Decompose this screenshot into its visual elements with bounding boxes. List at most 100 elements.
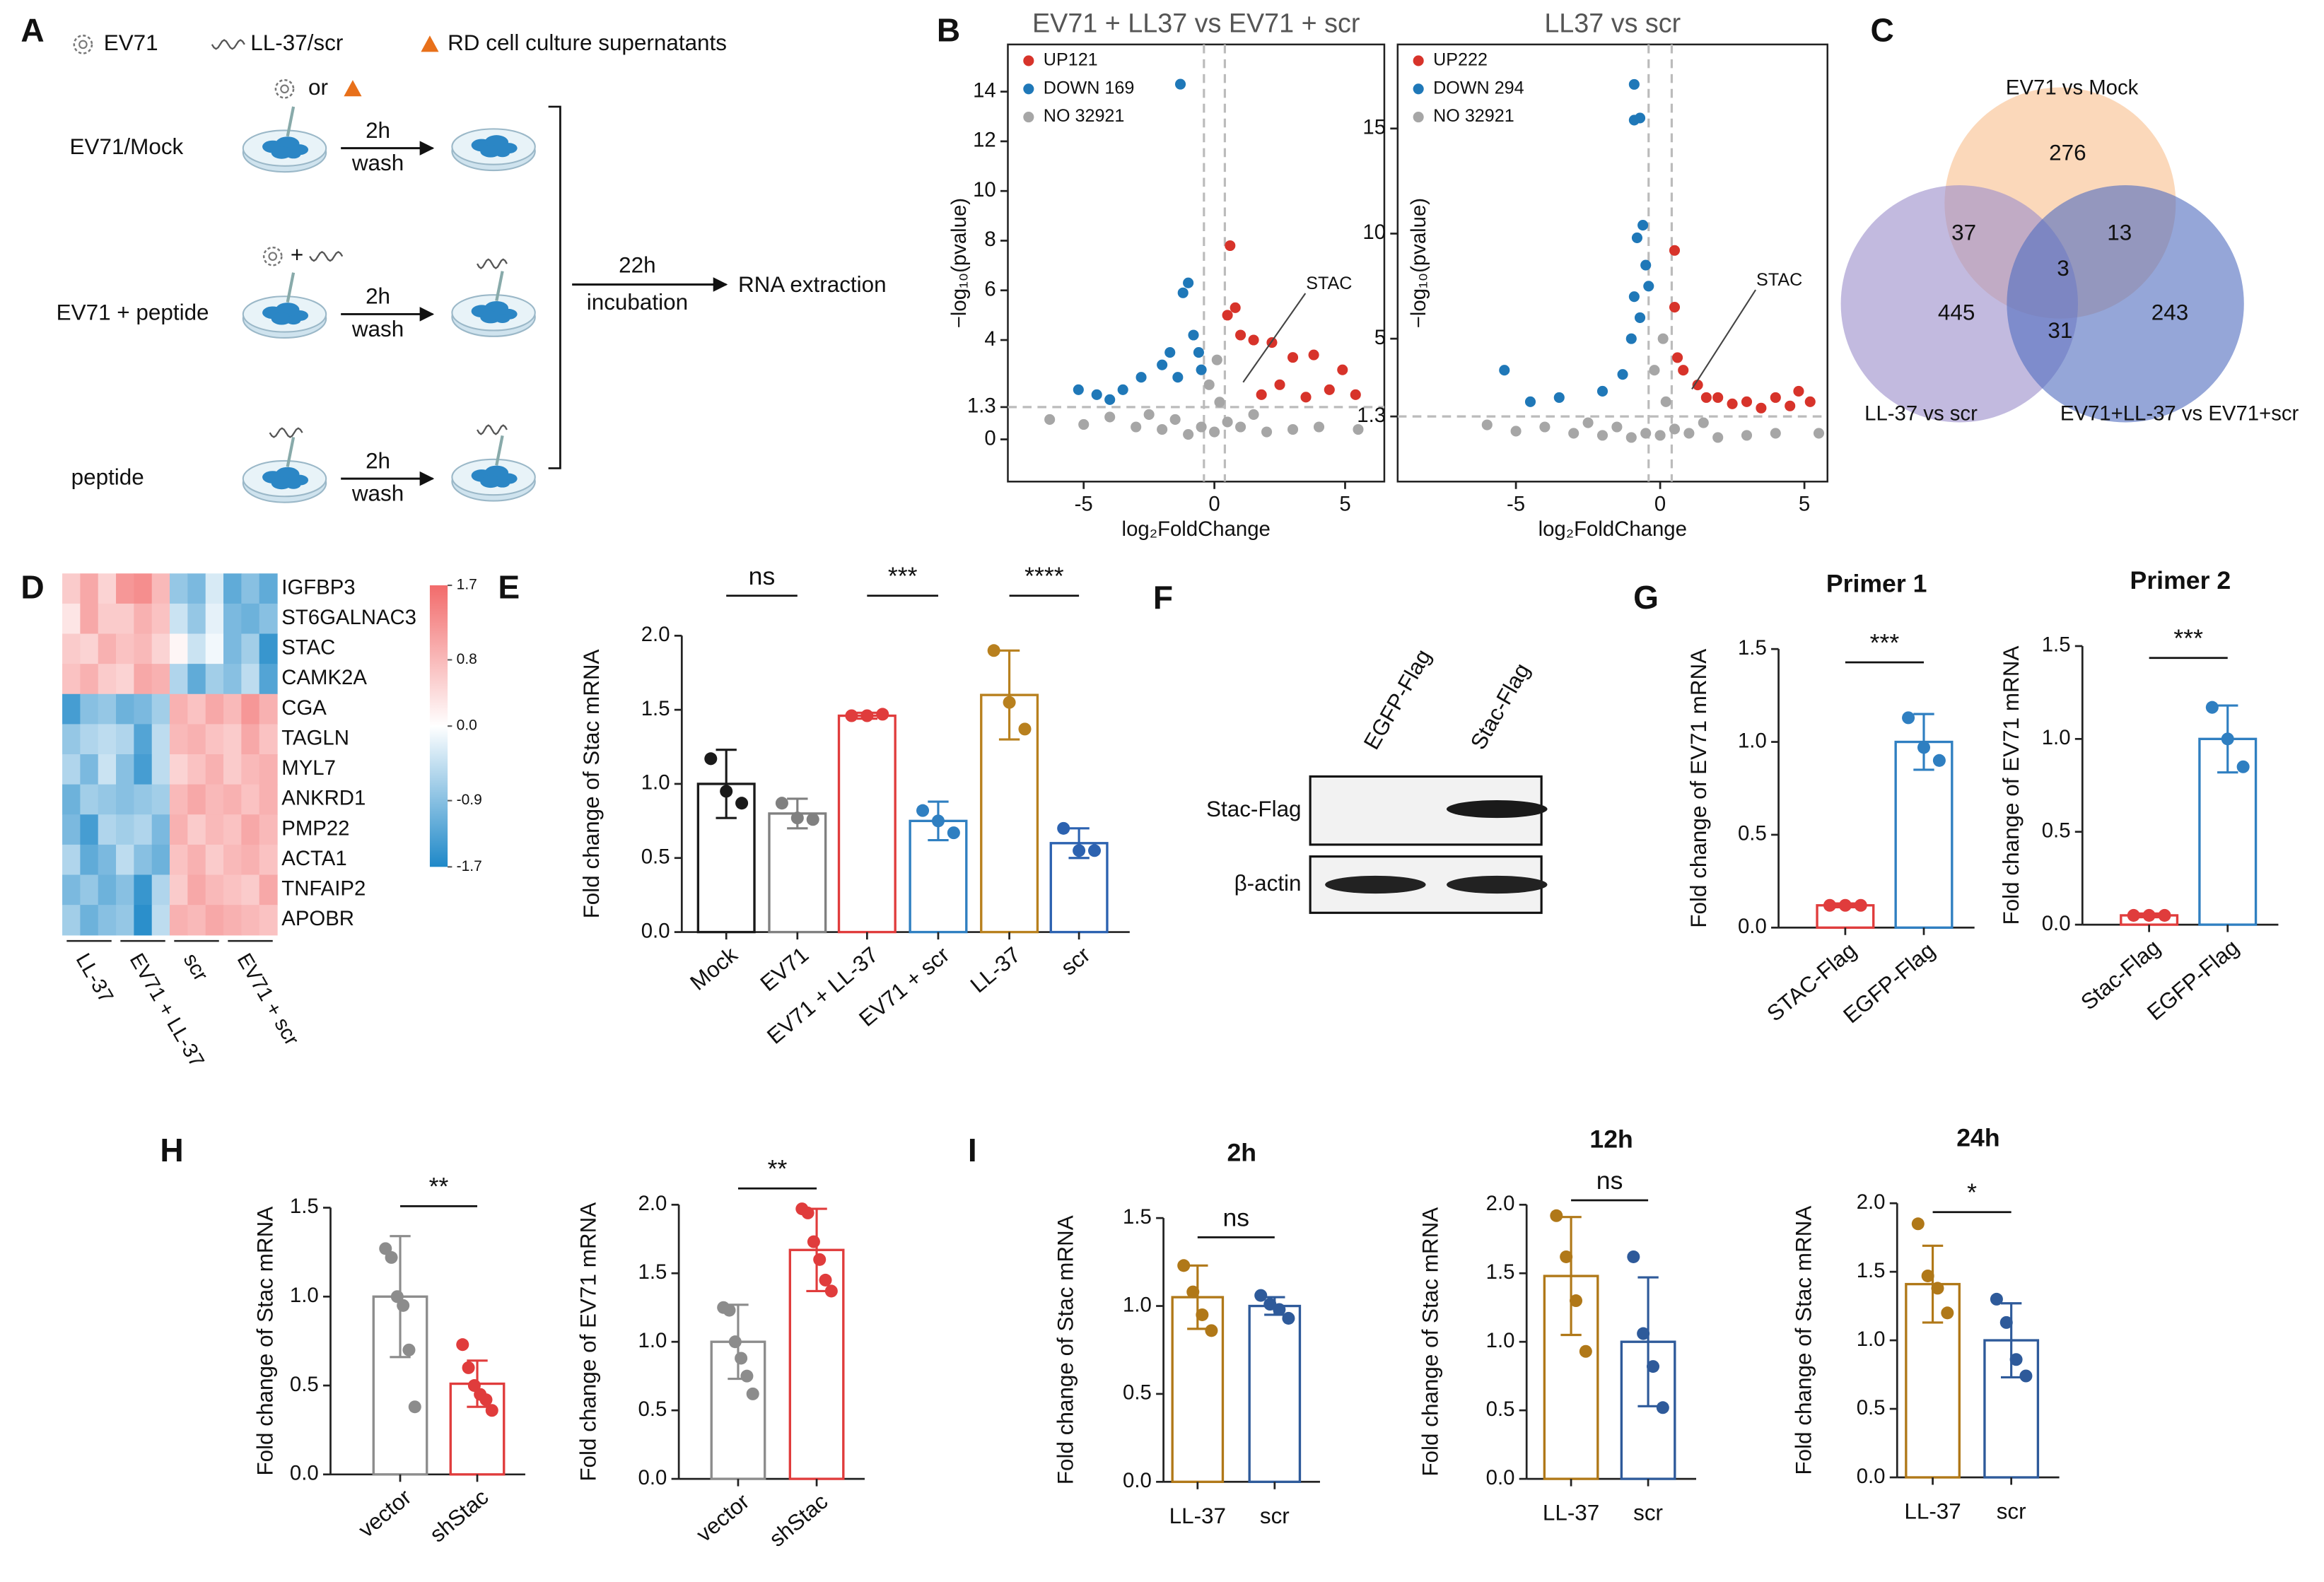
heatmap-cell	[134, 573, 153, 604]
chart-title: 24h	[1956, 1123, 1999, 1152]
data-point	[1203, 379, 1215, 390]
heatmap-cell	[187, 603, 206, 635]
heatmap-cell	[116, 693, 135, 725]
data-point	[2127, 908, 2140, 922]
heatmap-cell	[116, 573, 135, 604]
heatmap-cell	[116, 633, 135, 664]
pipette	[495, 435, 504, 466]
heatmap-cell	[151, 844, 170, 876]
heatmap-cell	[170, 905, 188, 936]
data-point	[1287, 423, 1299, 435]
colorbar-label: 0.8	[457, 651, 477, 667]
panel-label: D	[21, 569, 44, 606]
data-point	[1193, 347, 1204, 358]
data-point	[385, 1250, 398, 1264]
heatmap-cell	[223, 905, 242, 936]
heatmap-cell	[259, 633, 278, 664]
data-point	[1550, 1209, 1563, 1222]
data-point	[1172, 372, 1184, 383]
pipette	[286, 272, 296, 303]
heatmap-cell	[170, 784, 188, 815]
heatmap-cell	[241, 633, 260, 664]
time-label: 2h	[366, 118, 390, 143]
heatmap-cell	[205, 633, 224, 664]
chart-title: LL37 vs scr	[1544, 8, 1681, 38]
heatmap-cell	[134, 693, 153, 725]
significance-label: ns	[1596, 1166, 1623, 1195]
x-tick-label: LL-37	[1904, 1499, 1961, 1524]
data-point	[1692, 379, 1703, 391]
y-tick-label: 1.3	[1357, 404, 1386, 427]
x-tick-label: -5	[1507, 493, 1525, 516]
heatmap-cell	[241, 664, 260, 695]
data-point	[456, 1338, 469, 1352]
cells	[495, 314, 510, 323]
data-point	[1018, 722, 1032, 736]
legend-label: DOWN 169	[1044, 78, 1135, 98]
x-axis-label: log₂FoldChange	[1538, 517, 1687, 541]
row-label: CGA	[281, 696, 327, 720]
peptide-icon	[477, 424, 508, 435]
x-tick-label: scr	[1056, 942, 1095, 980]
data-point	[740, 1369, 754, 1383]
heatmap-cell	[259, 693, 278, 725]
x-tick-label: EV71	[756, 942, 813, 996]
heatmap-cell	[223, 844, 242, 876]
data-point	[1273, 1303, 1286, 1316]
y-tick-label: 1.0	[1123, 1293, 1152, 1316]
heatmap-cell	[134, 664, 153, 695]
heatmap-cell	[223, 814, 242, 845]
heatmap-cell	[116, 754, 135, 785]
data-point	[1999, 1316, 2013, 1329]
heatmap-cell	[151, 814, 170, 845]
heatmap-cell	[241, 844, 260, 876]
data-point	[2221, 732, 2234, 746]
venn-set	[1840, 185, 2079, 423]
heatmap-cell	[151, 633, 170, 664]
bar	[1248, 1304, 1302, 1483]
data-point	[1741, 396, 1753, 407]
y-tick-label: 1.5	[1123, 1205, 1152, 1229]
heatmap-cell	[134, 633, 153, 664]
data-point	[2019, 1369, 2033, 1383]
data-point	[462, 1361, 475, 1374]
y-tick-label: 0.0	[638, 1466, 667, 1489]
colorbar	[429, 585, 448, 867]
heatmap-cell	[62, 603, 81, 635]
data-point	[1637, 1327, 1650, 1340]
legend-marker	[1023, 83, 1034, 95]
time-label: 2h	[366, 448, 390, 473]
data-point	[1640, 259, 1652, 271]
heatmap-cell	[62, 664, 81, 695]
heatmap-cell	[116, 844, 135, 876]
data-point	[1186, 1285, 1200, 1299]
pipette	[286, 106, 296, 137]
data-point	[728, 1335, 742, 1349]
y-tick-label: 1.0	[1738, 729, 1767, 752]
significance-label: ns	[749, 562, 776, 590]
heatmap-cell	[62, 814, 81, 845]
data-point	[735, 797, 749, 810]
heatmap-cell	[151, 693, 170, 725]
data-point	[1631, 232, 1642, 243]
data-point	[1611, 421, 1623, 433]
heatmap-cell	[98, 664, 117, 695]
y-tick-label: 0.5	[1738, 822, 1767, 845]
heatmap-cell	[151, 664, 170, 695]
colorbar-label: -0.9	[457, 792, 482, 808]
y-tick-label: 10	[973, 178, 996, 201]
data-point	[1932, 754, 1946, 767]
venn-set-label: LL-37 vs scr	[1864, 402, 1978, 426]
y-tick-label: 0.5	[2042, 819, 2071, 842]
row-label: IGFBP3	[281, 575, 355, 599]
supernatant-icon	[344, 80, 362, 97]
condition-label: EV71/Mock	[70, 134, 184, 159]
data-point	[1640, 428, 1652, 439]
heatmap-cell	[98, 814, 117, 845]
y-axis-label: Fold change of Stac mRNA	[253, 1207, 278, 1476]
row-label: APOBR	[281, 907, 354, 930]
data-point	[1657, 333, 1669, 344]
step-label: wash	[351, 317, 404, 341]
y-tick-label: 2.0	[638, 1192, 667, 1215]
